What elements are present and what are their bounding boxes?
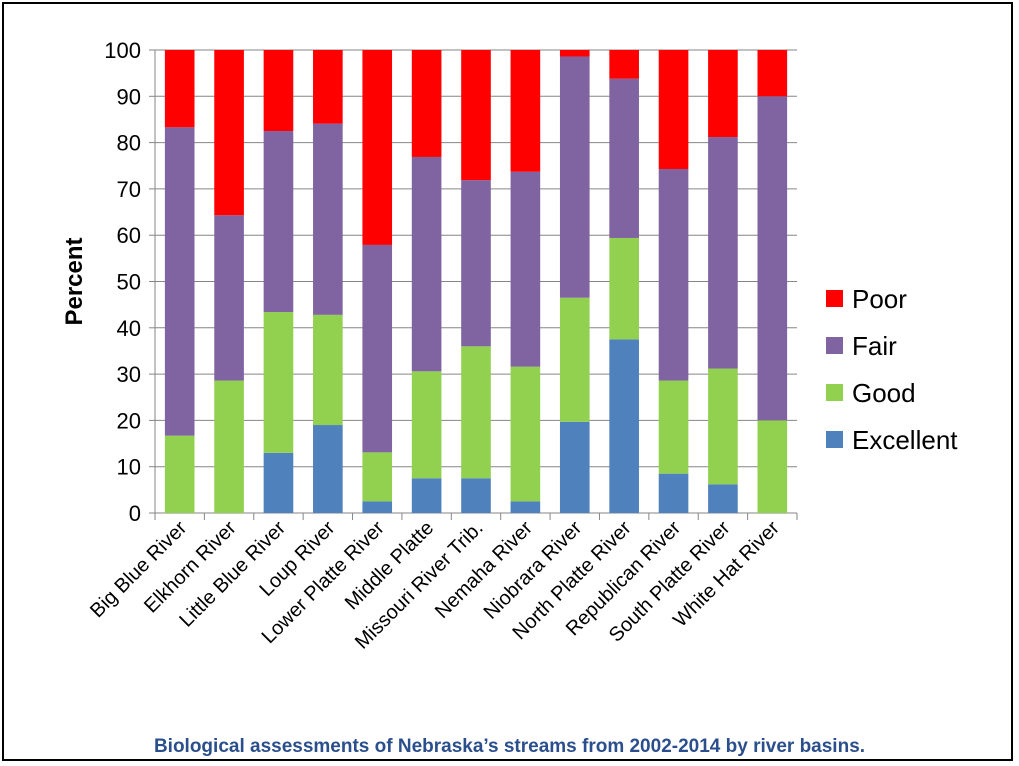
bar-segment-poor xyxy=(658,50,689,169)
bar-segment-poor xyxy=(411,50,442,157)
bar-segment-good xyxy=(313,314,343,426)
bar-segment-fair xyxy=(461,180,491,347)
bar-segment-good xyxy=(609,237,639,340)
bar-segment-fair xyxy=(658,168,689,381)
chart-caption: Biological assessments of Nebraska’s str… xyxy=(153,736,866,757)
bar-segment-excellent xyxy=(362,501,393,513)
bar-segment-poor xyxy=(757,50,788,97)
bar-segment-poor xyxy=(510,50,541,172)
legend-swatch-excellent xyxy=(826,431,843,448)
bar-segment-excellent xyxy=(559,421,590,513)
bar-segment-good xyxy=(708,368,738,485)
y-tick-label: 40 xyxy=(117,316,141,341)
bar-segment-excellent xyxy=(411,478,442,513)
legend-label-good: Good xyxy=(852,378,916,408)
bar-segment-fair xyxy=(263,131,294,313)
bar-segment-excellent xyxy=(510,501,541,513)
y-tick-label: 90 xyxy=(117,84,141,109)
bar-segment-excellent xyxy=(658,473,689,513)
legend-swatch-fair xyxy=(826,337,843,354)
bar-segment-fair xyxy=(411,156,442,372)
y-tick-label: 80 xyxy=(117,131,141,156)
bar-segment-fair xyxy=(757,96,788,421)
y-tick-label: 100 xyxy=(104,38,141,63)
bar-segment-good xyxy=(461,346,491,479)
bar-segment-poor xyxy=(708,50,738,138)
bar-segment-fair xyxy=(708,137,738,369)
bar-segment-poor xyxy=(609,50,639,79)
bar-segment-poor xyxy=(214,50,244,216)
legend-label-fair: Fair xyxy=(852,331,897,361)
bar-segment-fair xyxy=(559,56,590,298)
bar-segment-fair xyxy=(362,244,393,453)
bar-segment-good xyxy=(510,366,541,502)
bar-segment-fair xyxy=(510,171,541,367)
bar-segment-poor xyxy=(263,50,294,132)
y-tick-label: 20 xyxy=(117,408,141,433)
bar-segment-good xyxy=(411,371,442,479)
bar-segment-poor xyxy=(362,50,393,245)
legend-label-excellent: Excellent xyxy=(852,425,958,455)
bar-segment-excellent xyxy=(609,339,639,513)
bar-segment-excellent xyxy=(313,425,343,513)
y-tick-label: 70 xyxy=(117,177,141,202)
bar-segment-good xyxy=(362,452,393,502)
legend-swatch-good xyxy=(826,384,843,401)
y-tick-label: 10 xyxy=(117,455,141,480)
bar-segment-fair xyxy=(214,215,244,381)
bar-segment-good xyxy=(263,312,294,453)
y-axis-label: Percent xyxy=(61,237,88,325)
y-tick-label: 0 xyxy=(129,501,141,526)
bar-segment-good xyxy=(658,380,689,474)
bar-segment-good xyxy=(164,435,195,513)
bar-segment-good xyxy=(757,420,788,513)
bar-segment-poor xyxy=(313,50,343,124)
legend-swatch-poor xyxy=(826,290,843,307)
legend-label-poor: Poor xyxy=(852,284,907,314)
bar-segment-poor xyxy=(164,50,195,128)
bar-segment-good xyxy=(214,380,244,513)
bar-segment-fair xyxy=(609,78,639,238)
bar-segment-poor xyxy=(461,50,491,181)
y-tick-label: 50 xyxy=(117,270,141,295)
y-tick-label: 30 xyxy=(117,362,141,387)
bar-segment-good xyxy=(559,297,590,422)
bar-segment-excellent xyxy=(461,478,491,513)
y-tick-label: 60 xyxy=(117,223,141,248)
bar-segment-fair xyxy=(313,123,343,315)
bar-segment-excellent xyxy=(708,484,738,513)
bar-segment-fair xyxy=(164,127,195,436)
bar-segment-excellent xyxy=(263,452,294,513)
bar-segment-poor xyxy=(559,50,590,57)
